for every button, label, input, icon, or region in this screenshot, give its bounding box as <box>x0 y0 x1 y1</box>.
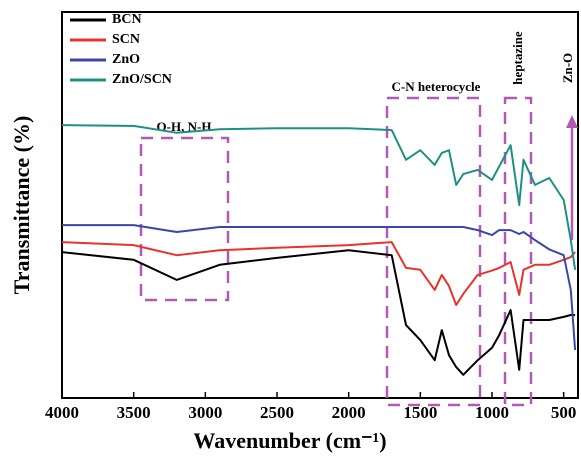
legend-label: ZnO/SCN <box>112 72 172 87</box>
legend-label: ZnO <box>112 52 140 67</box>
legend-label: BCN <box>112 12 142 27</box>
series-line <box>62 224 577 351</box>
annotation: heptazine <box>510 31 525 85</box>
series-line <box>61 124 577 270</box>
annotation-box <box>139 136 230 302</box>
x-tick-label: 2500 <box>260 403 294 422</box>
annotation-box <box>503 96 533 407</box>
x-tick-label: 1500 <box>403 403 437 422</box>
annotation: C-N heterocycle <box>392 79 481 94</box>
arrowhead <box>566 115 578 128</box>
x-tick-label: 1000 <box>475 403 509 422</box>
y-axis-label: Transmittance (%) <box>9 116 34 295</box>
x-tick-label: 4000 <box>45 403 79 422</box>
x-tick-label: 2000 <box>332 403 366 422</box>
series-line <box>61 249 576 376</box>
series-line <box>61 241 576 306</box>
x-tick-label: 500 <box>551 403 577 422</box>
annotation: Zn-O <box>560 53 575 83</box>
x-tick-label: 3500 <box>117 403 151 422</box>
annotation-box <box>385 96 482 407</box>
legend-label: SCN <box>112 32 140 47</box>
plot-frame <box>61 11 579 399</box>
x-axis-label: Wavenumber (cm⁻¹) <box>193 428 386 453</box>
x-tick-label: 3000 <box>188 403 222 422</box>
